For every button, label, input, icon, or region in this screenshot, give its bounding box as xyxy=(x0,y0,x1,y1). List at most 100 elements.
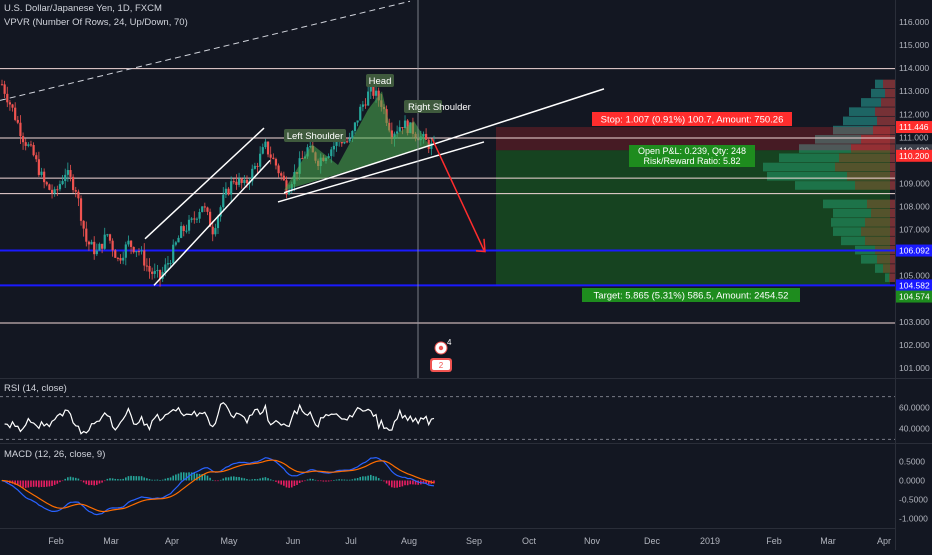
drawings[interactable] xyxy=(0,0,605,378)
candle-body xyxy=(222,194,225,208)
macd-axis[interactable]: 0.5000 0.0000 -0.5000 -1.0000 xyxy=(899,457,928,524)
macd-histogram-bar xyxy=(209,477,211,481)
macd-axis-tick: -1.0000 xyxy=(899,514,928,524)
candle-body xyxy=(169,262,172,264)
time-axis-label: Mar xyxy=(103,536,119,546)
rsi-axis[interactable]: 60.0000 40.0000 xyxy=(899,402,930,433)
symbol-legend[interactable]: U.S. Dollar/Japanese Yen, 1D, FXCM xyxy=(4,3,162,14)
stop-loss-zone[interactable] xyxy=(496,127,890,151)
macd-histogram-bar xyxy=(127,476,130,481)
candle-body xyxy=(129,240,133,247)
volume-profile-up-bar xyxy=(833,227,861,236)
left-shoulder-label[interactable]: Left Shoulder xyxy=(284,129,346,142)
candle-body xyxy=(156,270,159,272)
stop-label[interactable]: Stop: 1.007 (0.91%) 100.7, Amount: 750.2… xyxy=(592,112,792,126)
open-pnl-label[interactable]: Open P&L: 0.239, Qty: 248 Risk/Reward Ra… xyxy=(629,145,755,167)
candle-body xyxy=(208,211,212,227)
volume-profile-up-bar xyxy=(763,162,835,172)
candle-body xyxy=(372,82,375,96)
candle-body xyxy=(53,189,56,194)
rsi-pane[interactable] xyxy=(0,396,895,440)
channel-lower-line[interactable] xyxy=(153,159,271,286)
volume-profile-down-bar xyxy=(885,88,895,98)
time-axis-label: Apr xyxy=(165,536,179,546)
macd-legend[interactable]: MACD (12, 26, close, 9) xyxy=(4,449,105,460)
candle-body xyxy=(280,173,283,176)
volume-profile-down-bar xyxy=(877,116,895,126)
price-axis-tick: 114.000 xyxy=(899,63,929,73)
volume-profile-up-bar xyxy=(849,107,875,116)
macd-histogram-bar xyxy=(251,479,254,481)
macd-histogram-bar xyxy=(233,476,235,481)
rsi-title: RSI (14, close) xyxy=(4,383,67,394)
macd-histogram-bar xyxy=(219,479,222,481)
macd-histogram-bar xyxy=(264,477,267,481)
position-tool[interactable] xyxy=(496,127,890,286)
right-shoulder-label[interactable]: Right Shoulder xyxy=(404,100,471,113)
candle-body xyxy=(119,258,122,261)
profit-target-zone[interactable] xyxy=(496,150,890,286)
volume-profile-up-bar xyxy=(843,116,877,126)
price-marker-label: 106.092 xyxy=(899,246,930,256)
candle-body xyxy=(243,179,246,183)
volume-profile-down-bar xyxy=(851,144,895,153)
candle-body xyxy=(29,144,33,146)
macd-histogram-bar xyxy=(301,480,304,482)
head-label[interactable]: Head xyxy=(366,74,394,87)
target-label[interactable]: Target: 5.865 (5.31%) 586.5, Amount: 245… xyxy=(582,288,800,302)
macd-histogram-bar xyxy=(314,479,317,481)
volume-profile-up-bar xyxy=(833,125,873,135)
candle-body xyxy=(174,242,177,245)
macd-histogram-bar xyxy=(414,480,417,485)
neckline-channel-upper[interactable] xyxy=(283,88,605,194)
macd-histogram-bar xyxy=(248,479,251,481)
candle-body xyxy=(332,145,336,150)
candle-body xyxy=(35,155,38,160)
candle-body xyxy=(269,154,272,158)
candle-body xyxy=(132,246,135,253)
candle-body xyxy=(137,251,141,253)
macd-pane[interactable] xyxy=(1,456,435,516)
candle-body xyxy=(37,159,40,175)
macd-histogram-bar xyxy=(130,475,132,481)
open-pnl-text: Open P&L: 0.239, Qty: 248 xyxy=(638,146,746,156)
macd-histogram-bar xyxy=(132,476,135,481)
price-axis-tick: 105.000 xyxy=(899,271,930,281)
macd-histogram-bar xyxy=(275,480,277,482)
volume-profile-down-bar xyxy=(835,162,895,172)
macd-histogram-bar xyxy=(267,478,269,481)
price-marker-badge xyxy=(896,149,932,162)
candle-body xyxy=(198,212,201,219)
time-axis-label: Feb xyxy=(766,536,782,546)
macd-histogram-bar xyxy=(32,480,35,487)
rsi-legend[interactable]: RSI (14, close) xyxy=(4,383,67,394)
price-axis-tick: 113.000 xyxy=(899,86,929,96)
head-shoulders-pattern[interactable] xyxy=(284,91,430,191)
dashed-trend-line[interactable] xyxy=(0,0,411,101)
candle-body xyxy=(127,240,130,245)
neckline-channel-lower[interactable] xyxy=(277,141,485,203)
macd-histogram-bar xyxy=(138,476,140,481)
candle-body xyxy=(219,207,222,217)
channel-upper-line[interactable] xyxy=(144,127,265,240)
earnings-event-badge[interactable]: 4 2 xyxy=(430,338,452,372)
candle-body xyxy=(367,91,370,106)
macd-histogram-bar xyxy=(335,479,338,481)
candle-body xyxy=(264,141,267,148)
volume-profile-down-bar xyxy=(867,199,895,209)
macd-histogram-bar xyxy=(151,479,153,481)
macd-histogram-bar xyxy=(359,476,362,481)
candle-body xyxy=(100,243,104,249)
macd-histogram-bar xyxy=(206,475,209,481)
time-axis[interactable]: Feb Mar Apr May Jun Jul Aug Sep Oct Nov Dec 2019 Feb… xyxy=(48,536,891,546)
macd-histogram-bar xyxy=(409,480,412,485)
candle-body xyxy=(288,189,291,195)
forecast-arrow[interactable] xyxy=(431,138,485,251)
macd-histogram-bar xyxy=(304,480,306,482)
candle-body xyxy=(72,176,75,191)
horizontal-levels[interactable] xyxy=(0,68,895,324)
price-axis[interactable]: 116.000 115.000 114.000 113.000 112.000 111.0… xyxy=(899,17,930,373)
indicator-legend[interactable]: VPVR (Number Of Rows, 24, Up/Down, 70) xyxy=(4,17,188,28)
